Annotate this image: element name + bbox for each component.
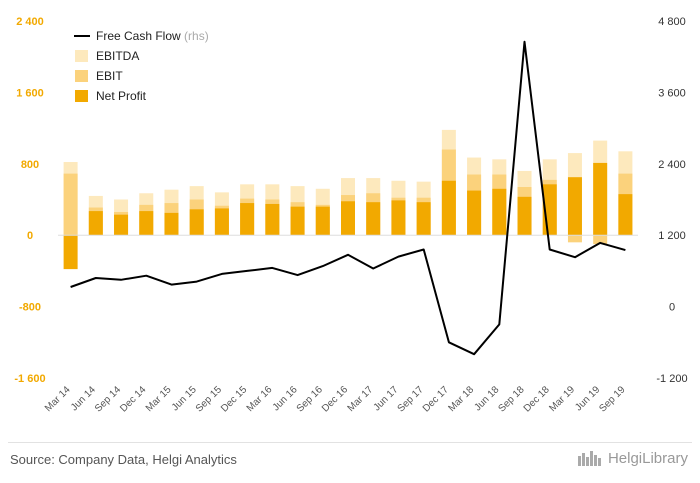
x-tick-label: Mar 19 (547, 384, 577, 414)
bar-ebit (63, 173, 78, 236)
bar-ebit (567, 235, 582, 243)
x-tick-label: Mar 18 (446, 384, 476, 414)
bar-net-profit (315, 206, 330, 236)
chart: 2 400 1 600 800 0 -800 -1 600 4 800 3 600 2 400… (14, 16, 687, 415)
legend-label-free-cash-flow: Free Cash Flow (rhs) (96, 29, 209, 43)
bar-net-profit (139, 211, 154, 236)
x-tick-label: Mar 15 (144, 384, 174, 414)
bar-net-profit (416, 202, 431, 236)
y-left-tick-label: 0 (27, 230, 33, 242)
x-tick-label: Dec 16 (320, 384, 350, 414)
library-icon (577, 451, 601, 466)
bar-net-profit (441, 180, 456, 236)
x-tick-label: Dec 17 (421, 384, 451, 414)
legend-label-ebitda: EBITDA (96, 49, 139, 63)
legend-label-net-profit: Net Profit (96, 89, 147, 103)
source-note: Source: Company Data, Helgi Analytics (10, 452, 237, 467)
line-free-cash-flow (70, 40, 626, 356)
x-tick-label: Sep 18 (496, 384, 526, 414)
x-tick-label: Mar 14 (43, 384, 73, 414)
legend-swatch-net-profit (75, 90, 88, 102)
bar-net-profit (341, 201, 355, 236)
y-left-tick-label: -1 600 (14, 373, 45, 385)
bar-net-profit (164, 212, 179, 236)
x-tick-label: Dec 14 (118, 384, 148, 414)
legend-swatch-ebitda (75, 50, 88, 62)
bar-net-profit (240, 203, 255, 236)
bar-net-profit (517, 196, 532, 236)
bar-net-profit (63, 235, 78, 270)
x-tick-label: Sep 17 (396, 384, 426, 414)
y-axis-right: 4 800 3 600 2 400 1 200 0 -1 200 (656, 16, 687, 385)
legend: Free Cash Flow (rhs) EBITDA EBIT Net Profit (74, 29, 209, 103)
y-right-tick-label: 4 800 (658, 16, 686, 28)
bars-layer (63, 129, 633, 270)
bar-net-profit (467, 190, 482, 236)
bar-net-profit (593, 162, 608, 236)
x-tick-label: Mar 16 (245, 384, 275, 414)
brand-name: HelgiLibrary (607, 449, 688, 467)
x-tick-label: Dec 15 (219, 384, 249, 414)
fcf-line-layer (70, 40, 626, 356)
footer-divider (8, 442, 692, 443)
y-right-tick-label: 1 200 (658, 230, 686, 242)
x-tick-label: Dec 18 (522, 384, 552, 414)
y-left-tick-label: 1 600 (16, 87, 44, 99)
bar-net-profit (88, 211, 103, 236)
y-right-tick-label: -1 200 (656, 373, 687, 385)
bar-net-profit (214, 208, 229, 236)
x-tick-label: Mar 17 (346, 384, 376, 414)
x-tick-label: Sep 16 (295, 384, 325, 414)
bar-ebit (593, 235, 608, 245)
x-tick-label: Sep 15 (194, 384, 224, 414)
x-tick-label: Sep 19 (597, 384, 627, 414)
bar-net-profit (366, 202, 381, 236)
y-right-tick-label: 0 (669, 302, 675, 314)
y-right-tick-label: 3 600 (658, 87, 686, 99)
bar-net-profit (567, 177, 582, 236)
y-axis-left: 2 400 1 600 800 0 -800 -1 600 (14, 16, 45, 385)
brand-logo[interactable]: HelgiLibrary (577, 449, 688, 467)
bar-net-profit (189, 209, 204, 236)
bar-net-profit (391, 200, 406, 236)
bar-net-profit (265, 203, 280, 236)
legend-label-ebit: EBIT (96, 69, 123, 83)
bar-net-profit (618, 194, 633, 236)
y-left-tick-label: -800 (19, 302, 41, 314)
x-tick-label: Sep 14 (93, 384, 123, 414)
footer: Source: Company Data, Helgi Analytics He… (0, 440, 700, 483)
y-left-tick-label: 800 (21, 159, 39, 171)
y-right-tick-label: 2 400 (658, 159, 686, 171)
legend-swatch-ebit (75, 70, 88, 82)
bar-net-profit (114, 214, 129, 236)
legend-unit: (rhs) (181, 29, 209, 43)
bar-net-profit (290, 206, 305, 236)
bar-net-profit (492, 188, 507, 236)
y-left-tick-label: 2 400 (16, 16, 44, 28)
